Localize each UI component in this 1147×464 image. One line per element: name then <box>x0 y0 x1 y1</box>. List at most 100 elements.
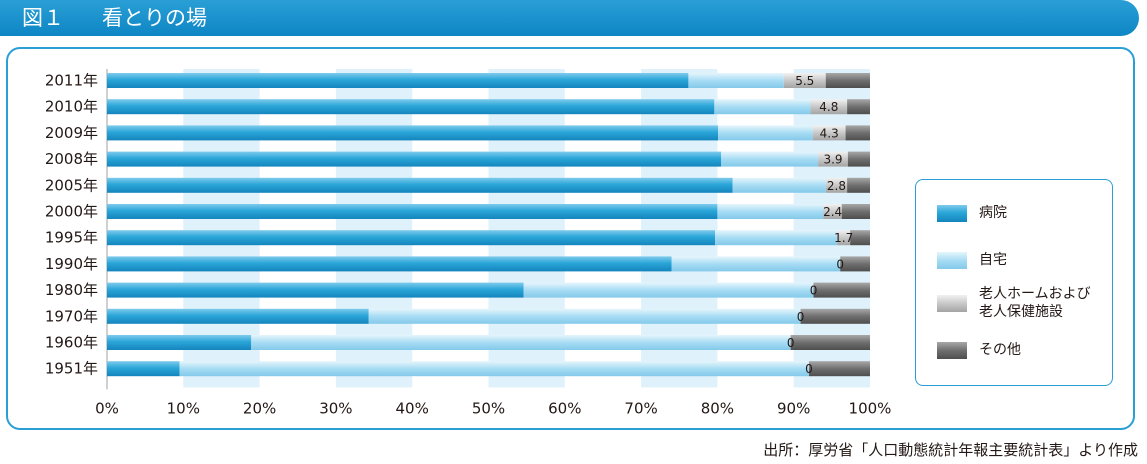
bar-segment-hospital <box>107 335 252 350</box>
bar-segment-hospital <box>107 308 369 324</box>
bar-segment-other <box>808 361 870 377</box>
bar-segment-home <box>251 335 791 350</box>
bar-segment-home <box>732 177 826 193</box>
bar-segment-other <box>845 125 870 141</box>
legend-label-other: その他 <box>979 342 1021 358</box>
bar-segment-other <box>847 151 870 167</box>
y-category-label: 1970年 <box>45 307 98 325</box>
legend-swatch-home <box>937 251 967 269</box>
bar-segment-hospital <box>107 230 716 246</box>
grid-band <box>183 69 260 388</box>
grid-band <box>641 69 718 388</box>
bar-segment-other <box>850 230 870 246</box>
y-category-label: 2009年 <box>45 124 98 142</box>
data-label: 3.9 <box>823 153 842 167</box>
legend-item-other: その他 <box>937 341 1021 359</box>
bar-segment-hospital <box>107 256 672 272</box>
x-tick-label: 20% <box>243 399 276 417</box>
bar-segment-nursing <box>810 99 848 115</box>
bar-segment-home <box>715 230 838 246</box>
bar-segment-nursing <box>837 230 851 246</box>
y-category-label: 1960年 <box>45 334 98 352</box>
data-label: 0 <box>805 362 813 376</box>
y-category-label: 2000年 <box>45 203 98 221</box>
bar-segment-hospital <box>107 361 180 377</box>
figure-number: 図１ <box>22 6 64 30</box>
bar-segment-home <box>718 125 813 141</box>
y-category-label: 1951年 <box>45 360 98 378</box>
x-tick-label: 0% <box>95 399 119 417</box>
bar-segment-home <box>368 308 801 324</box>
data-label: 0 <box>797 310 805 324</box>
bar-segment-other <box>847 99 870 115</box>
bar-segment-hospital <box>107 177 733 193</box>
data-label: 4.8 <box>819 100 838 114</box>
data-label: 0 <box>836 257 844 271</box>
bar-segment-nursing <box>818 151 848 167</box>
source-note: 出所：厚労省「人口動態統計年報主要統計表」より作成 <box>763 441 1138 459</box>
x-tick-label: 10% <box>167 399 200 417</box>
legend-item-home: 自宅 <box>937 251 1007 269</box>
x-tick-label: 30% <box>319 399 352 417</box>
bar-segment-hospital <box>107 282 524 298</box>
x-tick-label: 50% <box>472 399 505 417</box>
y-category-label: 2005年 <box>45 176 98 194</box>
chart-frame: 0% 10% 20% 30% 40% 50% 60% 70% 80% 90% 100% 2011年 5.… <box>6 47 1135 430</box>
bar-segment-home <box>523 282 814 298</box>
bar-segment-hospital <box>107 204 718 219</box>
x-tick-label: 90% <box>777 399 810 417</box>
bar-segment-other <box>847 177 870 193</box>
x-tick-label: 40% <box>396 399 429 417</box>
bar-segment-hospital <box>107 151 722 167</box>
data-label: 0 <box>787 336 795 350</box>
data-label: 1.7 <box>834 231 853 245</box>
y-category-label: 2011年 <box>45 72 98 90</box>
legend-item-hospital: 病院 <box>937 204 1007 222</box>
bar-segment-home <box>671 256 841 272</box>
legend-swatch-other <box>937 341 967 359</box>
legend-swatch-nursing <box>937 294 967 312</box>
legend-label-hospital: 病院 <box>979 205 1007 221</box>
bar-segment-nursing <box>825 177 848 193</box>
bar-segment-other <box>790 335 870 350</box>
bar-segment-other <box>800 308 870 324</box>
data-label: 5.5 <box>795 74 814 88</box>
bar-segment-other <box>813 282 870 298</box>
bar-segment-home <box>179 361 809 377</box>
data-label: 2.4 <box>823 205 842 219</box>
data-label: 2.8 <box>827 179 846 193</box>
bar-segment-other <box>825 73 870 88</box>
legend-label-home: 自宅 <box>979 252 1007 268</box>
y-category-label: 1990年 <box>45 255 98 273</box>
bar-segment-home <box>717 204 824 219</box>
y-category-label: 2008年 <box>45 150 98 168</box>
figure-title-bar: 図１ 看とりの場 <box>0 0 1139 36</box>
bar-segment-nursing <box>783 73 826 88</box>
bar-segment-nursing <box>812 125 846 141</box>
grid-band <box>488 69 565 388</box>
legend-swatch-hospital <box>937 204 967 222</box>
bar-segment-hospital <box>107 73 689 88</box>
bar-segment-hospital <box>107 99 715 115</box>
x-tick-label: 100% <box>849 399 892 417</box>
x-tick-label: 70% <box>624 399 657 417</box>
x-tick-label: 80% <box>701 399 734 417</box>
data-label: 0 <box>810 284 818 298</box>
grid-band <box>793 69 870 388</box>
bar-segment-nursing <box>823 204 842 219</box>
bar-segment-home <box>721 151 819 167</box>
grid-band <box>335 69 413 388</box>
chart-legend: 病院 自宅 老人ホームおよび 老人保健施設 その他 <box>915 179 1113 386</box>
legend-item-nursing: 老人ホームおよび 老人保健施設 <box>937 285 1091 321</box>
y-category-label: 1995年 <box>45 229 98 247</box>
x-tick-label: 60% <box>548 399 581 417</box>
legend-label-nursing: 老人ホームおよび 老人保健施設 <box>979 286 1091 320</box>
y-category-label: 2010年 <box>45 98 98 116</box>
data-label: 4.3 <box>820 126 839 140</box>
bar-segment-hospital <box>107 125 719 141</box>
y-category-label: 1980年 <box>45 281 98 299</box>
bar-segment-home <box>688 73 784 88</box>
figure-title: 看とりの場 <box>102 6 207 30</box>
bar-segment-other <box>841 204 870 219</box>
stacked-bar-chart: 0% 10% 20% 30% 40% 50% 60% 70% 80% 90% 100% 2011年 5.… <box>45 69 892 417</box>
